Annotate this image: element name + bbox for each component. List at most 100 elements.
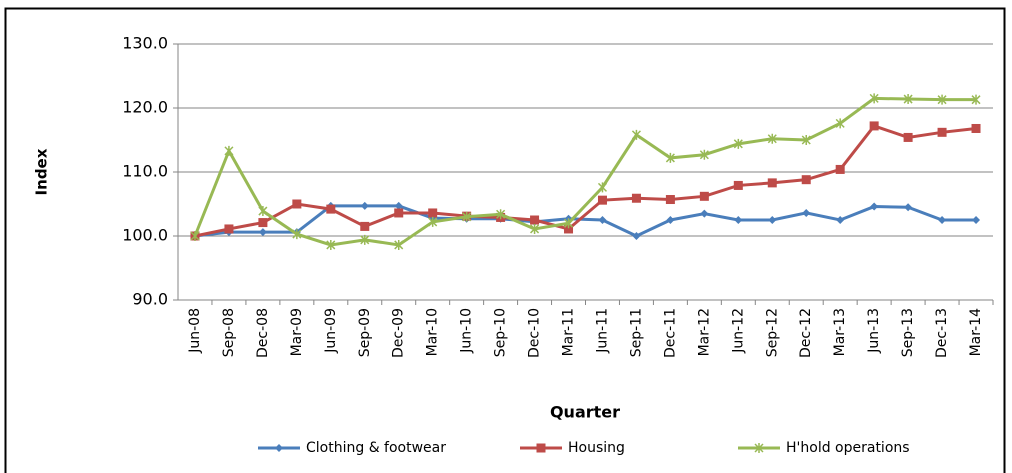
x-tick-label: Jun-13 [866, 308, 882, 354]
y-tick-label: 90.0 [132, 290, 168, 309]
marker [700, 209, 709, 218]
marker [665, 152, 675, 163]
marker [767, 133, 777, 144]
y-axis-title: Index [33, 148, 51, 195]
chart-border [4, 7, 1006, 473]
legend-label: Housing [568, 440, 625, 456]
marker [258, 218, 268, 228]
marker [971, 123, 981, 133]
marker [937, 94, 947, 105]
x-tick-label: Sep-12 [764, 308, 780, 357]
marker [394, 201, 403, 210]
marker [971, 94, 981, 105]
x-tick-label: Jun-12 [730, 308, 746, 354]
x-tick-label: Dec-10 [527, 308, 543, 358]
x-tick-label: Dec-13 [934, 308, 950, 358]
y-tick-label: 130.0 [122, 34, 168, 53]
marker [530, 215, 540, 225]
marker [869, 93, 879, 104]
marker [536, 443, 546, 453]
marker [699, 191, 709, 201]
marker [563, 218, 574, 229]
x-axis-title: Quarter [550, 403, 620, 422]
marker [903, 132, 913, 142]
marker [870, 202, 879, 211]
marker [292, 229, 302, 240]
y-tick-label: 110.0 [122, 162, 168, 181]
x-tick-label: Dec-09 [391, 308, 407, 358]
marker [836, 216, 845, 224]
x-tick-label: Sep-08 [221, 308, 237, 357]
marker [754, 443, 764, 453]
marker [292, 199, 302, 209]
marker [597, 182, 608, 193]
marker [938, 216, 947, 224]
marker [224, 145, 234, 156]
legend-label: H'hold operations [786, 440, 910, 456]
x-tick-label: Mar-11 [561, 308, 577, 356]
series-line [194, 124, 977, 238]
x-tick-label: Jun-10 [459, 308, 475, 354]
marker [496, 209, 506, 220]
marker [768, 216, 777, 224]
y-tick-label: 120.0 [122, 98, 168, 117]
x-tick-label: Mar-14 [968, 308, 984, 356]
marker [360, 221, 370, 231]
marker [275, 444, 283, 452]
marker [699, 149, 709, 160]
marker [733, 180, 743, 190]
x-tick-label: Sep-09 [357, 308, 373, 357]
marker [631, 193, 641, 203]
marker [224, 224, 234, 234]
marker [733, 138, 743, 149]
marker [597, 195, 607, 205]
marker [190, 231, 200, 241]
marker [835, 118, 845, 129]
marker [801, 135, 811, 145]
marker [903, 94, 913, 105]
x-tick-label: Dec-08 [255, 308, 271, 358]
marker [802, 208, 811, 217]
series-line [193, 96, 977, 247]
marker [394, 208, 404, 218]
marker [972, 216, 981, 224]
series-line [194, 204, 977, 238]
x-tick-label: Dec-11 [662, 308, 678, 358]
x-tick-label: Sep-10 [493, 308, 509, 357]
x-tick-label: Sep-13 [900, 308, 916, 357]
x-tick-label: Mar-09 [289, 308, 305, 356]
marker [665, 195, 675, 205]
marker [801, 175, 811, 185]
legend-label: Clothing & footwear [306, 440, 446, 456]
marker [631, 129, 641, 140]
marker [326, 239, 336, 250]
y-tick-label: 100.0 [122, 226, 168, 245]
marker [564, 224, 574, 234]
marker [428, 216, 438, 227]
marker [835, 164, 845, 174]
x-tick-label: Jun-09 [323, 308, 339, 354]
marker [734, 216, 743, 224]
x-tick-label: Jun-11 [594, 308, 610, 354]
marker [258, 206, 268, 217]
marker [937, 127, 947, 137]
marker [360, 234, 370, 245]
marker [598, 216, 607, 224]
marker [428, 208, 438, 218]
x-tick-label: Mar-10 [425, 308, 441, 356]
x-tick-label: Mar-13 [832, 308, 848, 356]
x-tick-label: Mar-12 [696, 308, 712, 356]
marker [394, 239, 404, 250]
x-tick-label: Jun-08 [187, 308, 203, 354]
marker [360, 201, 369, 210]
x-tick-label: Sep-11 [628, 308, 644, 357]
marker [258, 228, 267, 237]
marker [632, 232, 641, 240]
marker [904, 203, 913, 212]
marker [767, 178, 777, 188]
marker [666, 216, 675, 224]
marker [530, 223, 540, 234]
x-tick-label: Dec-12 [798, 308, 814, 358]
marker [869, 121, 879, 131]
